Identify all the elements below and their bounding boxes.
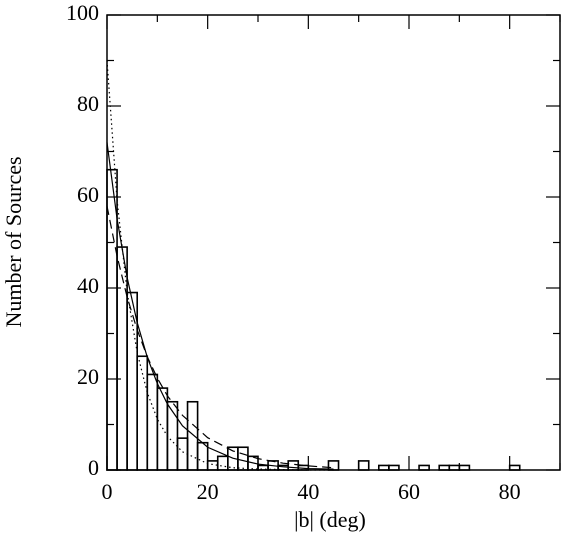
histogram-bar	[377, 464, 390, 471]
histogram-bar	[257, 464, 269, 471]
y-tick-label: 100	[66, 0, 99, 25]
histogram-bar	[388, 464, 400, 471]
histogram-bar	[287, 460, 300, 471]
x-axis-label: |b| (deg)	[294, 507, 366, 532]
histogram-bar	[146, 373, 159, 471]
x-tick-label: 60	[398, 479, 420, 504]
histogram-bar	[357, 460, 370, 471]
histogram-bar	[237, 446, 249, 471]
x-tick-label: 0	[102, 479, 113, 504]
y-tick-label: 20	[77, 364, 99, 389]
y-tick-label: 0	[88, 455, 99, 480]
histogram-bar	[458, 464, 471, 471]
fit-curve	[106, 60, 334, 471]
histogram-bar	[126, 291, 138, 471]
y-tick-label: 60	[77, 182, 99, 207]
histogram-bar	[418, 464, 430, 471]
histogram-bar	[196, 441, 209, 471]
y-axis-label: Number of Sources	[1, 156, 26, 327]
histogram-bar	[176, 437, 189, 471]
x-tick-label: 80	[499, 479, 521, 504]
x-tick-label: 20	[197, 479, 219, 504]
histogram-bar	[186, 400, 199, 471]
histogram-bar	[247, 455, 259, 471]
y-tick-label: 40	[77, 273, 99, 298]
histogram-bar	[216, 455, 229, 471]
histogram-bar	[438, 464, 451, 471]
histogram-bar	[448, 464, 461, 471]
x-tick-label: 40	[297, 479, 319, 504]
histogram-bar	[508, 464, 521, 471]
y-tick-label: 80	[77, 91, 99, 116]
fit-curve	[106, 142, 334, 470]
